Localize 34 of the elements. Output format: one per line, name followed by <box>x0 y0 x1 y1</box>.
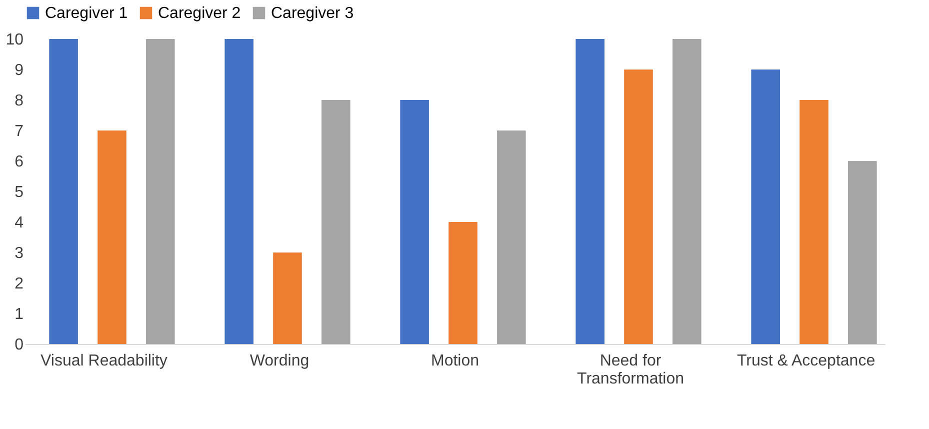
bar <box>848 161 877 344</box>
y-tick-label: 4 <box>14 214 24 232</box>
y-tick-label: 0 <box>14 336 24 354</box>
y-tick-label: 2 <box>14 276 24 292</box>
bar <box>49 39 78 344</box>
bar <box>672 39 702 344</box>
y-tick-label: 1 <box>14 306 24 323</box>
y-tick-label: 9 <box>14 62 24 79</box>
bar <box>448 222 478 344</box>
x-tick-label: Need for Transformation <box>577 352 684 388</box>
legend-label: Caregiver 2 <box>158 5 241 22</box>
x-tick-label: Visual Readability <box>40 352 168 370</box>
y-tick-label: 10 <box>6 32 24 48</box>
x-tick-label: Motion <box>430 352 480 370</box>
bar <box>497 130 526 344</box>
bar <box>146 39 175 344</box>
bar <box>400 100 429 344</box>
legend-label: Caregiver 1 <box>45 5 128 22</box>
bar <box>576 39 604 344</box>
bar <box>751 70 780 344</box>
y-tick-label: 3 <box>14 245 24 262</box>
y-tick-label: 8 <box>14 92 24 110</box>
x-tick-label: Trust & Acceptance <box>736 352 876 370</box>
bar <box>321 100 350 344</box>
bar <box>800 100 828 344</box>
bar <box>98 130 126 344</box>
legend-label: Caregiver 3 <box>271 5 354 22</box>
y-tick-label: 7 <box>14 123 24 140</box>
bar <box>624 70 653 344</box>
x-tick-label: Wording <box>250 352 310 370</box>
y-tick-label: 6 <box>14 154 24 170</box>
bar <box>273 252 302 344</box>
y-tick-label: 5 <box>14 184 24 201</box>
bar <box>224 39 254 344</box>
